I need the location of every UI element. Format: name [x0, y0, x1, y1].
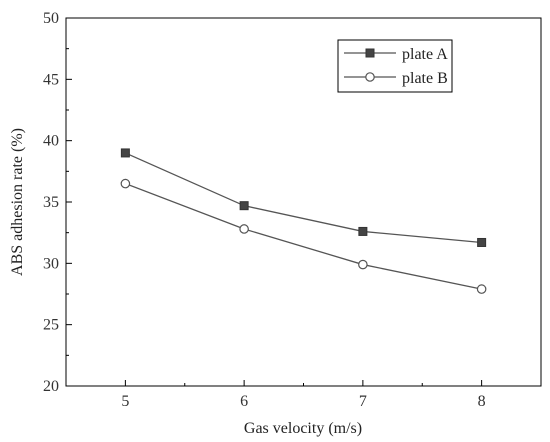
legend-box [337, 39, 453, 93]
y-tick-label: 40 [43, 133, 59, 150]
x-tick-label: 6 [240, 393, 248, 410]
y-tick-label: 20 [43, 378, 59, 395]
legend-b-label: plate B [402, 70, 448, 87]
legend-b-marker [365, 72, 375, 82]
series-b-point [476, 284, 487, 294]
series-a-point [477, 237, 487, 247]
x-tick-label: 8 [478, 393, 486, 410]
series-b-point [120, 178, 131, 189]
series-layer [120, 148, 487, 294]
series-b-line [125, 182, 482, 290]
plot-area [65, 17, 542, 387]
y-tick-label: 45 [43, 71, 59, 88]
x-tick-label: 5 [121, 393, 129, 410]
y-tick-label: 25 [43, 317, 59, 334]
series-b-point [358, 259, 368, 270]
y-axis-title: ABS adhesion rate (%) [9, 128, 26, 276]
series-a-line [125, 152, 482, 244]
legend-a-marker [365, 48, 375, 58]
y-tick-label: 35 [43, 194, 59, 211]
y-axis: 20 25 30 35 40 45 50 [43, 10, 72, 395]
y-tick-label: 50 [43, 10, 59, 27]
series-a-point [120, 148, 130, 158]
series-b-point [239, 224, 249, 234]
series-a-point [239, 201, 249, 211]
series-a-point [358, 226, 368, 236]
legend: plate A plate B [337, 39, 453, 93]
x-tick-label: 7 [359, 393, 367, 410]
y-tick-label: 30 [43, 255, 59, 272]
x-axis-title: Gas velocity (m/s) [244, 420, 362, 437]
legend-a-label: plate A [402, 46, 448, 63]
